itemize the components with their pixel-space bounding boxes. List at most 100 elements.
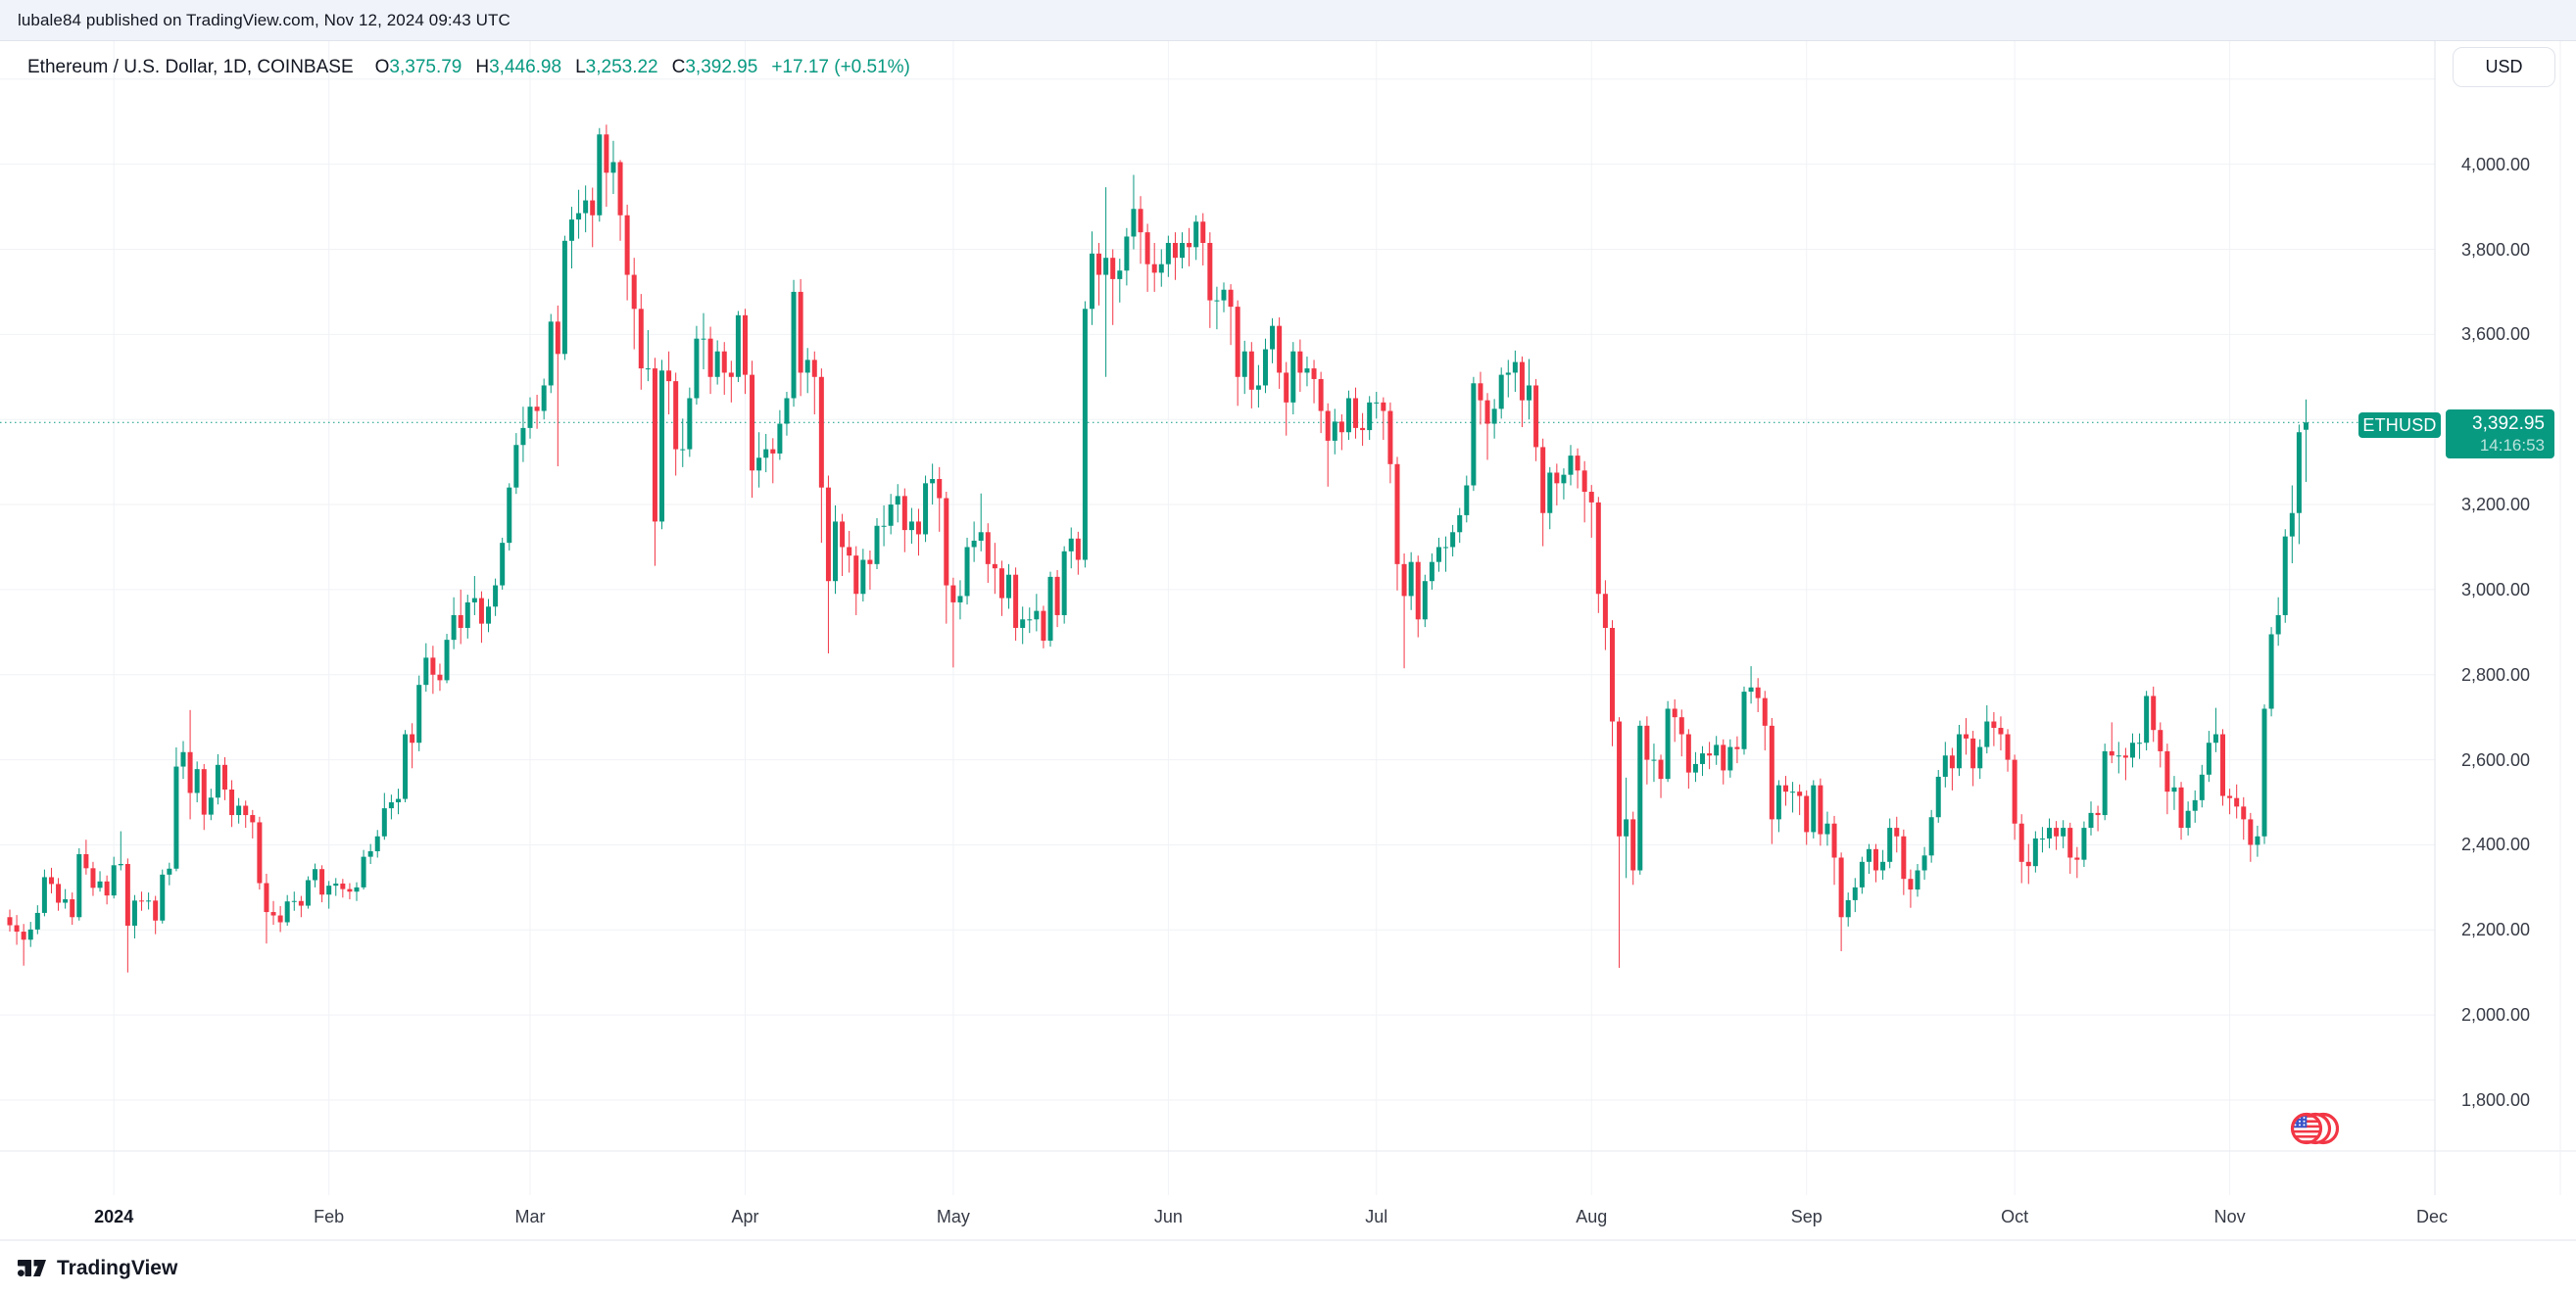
- candle: [624, 215, 630, 275]
- candle: [2164, 750, 2170, 792]
- candle: [2268, 634, 2274, 709]
- candle: [1991, 721, 1997, 729]
- candle: [1144, 232, 1150, 264]
- brand-name[interactable]: TradingView: [57, 1257, 178, 1279]
- candle: [2122, 755, 2128, 758]
- time-axis-label: Feb: [314, 1207, 345, 1226]
- candle: [1290, 351, 1296, 403]
- candle: [2005, 734, 2011, 760]
- candle: [2241, 806, 2247, 820]
- candle: [70, 899, 75, 918]
- candle: [2151, 696, 2157, 731]
- candle: [804, 360, 810, 373]
- candle: [1345, 398, 1351, 433]
- candle: [14, 925, 20, 933]
- time-axis-label: Jun: [1153, 1207, 1183, 1226]
- candle: [1651, 759, 1657, 761]
- time-axis-label: Oct: [2001, 1207, 2029, 1226]
- candle: [1949, 755, 1955, 769]
- time-axis-label: Jul: [1365, 1207, 1388, 1226]
- candle: [361, 856, 366, 888]
- candle: [1568, 456, 1574, 475]
- candle: [707, 338, 713, 377]
- candle: [520, 427, 526, 446]
- candle: [2158, 730, 2163, 751]
- candle: [1089, 253, 1094, 310]
- time-axis-label: Nov: [2213, 1207, 2246, 1226]
- candle: [388, 802, 394, 809]
- candle: [1180, 242, 1186, 259]
- candle: [701, 338, 706, 340]
- price-axis-label: 2,800.00: [2461, 664, 2531, 685]
- candle: [208, 797, 214, 815]
- currency-button[interactable]: USD: [2453, 47, 2555, 87]
- tradingview-logo[interactable]: [18, 1257, 47, 1280]
- candle: [604, 134, 609, 173]
- candle: [458, 614, 463, 628]
- candle: [305, 880, 311, 906]
- candle: [1630, 819, 1636, 871]
- grid-lines: [0, 41, 2436, 1195]
- candle: [2296, 432, 2302, 513]
- candle: [2185, 810, 2191, 829]
- candle: [1138, 209, 1143, 233]
- candle: [1284, 372, 1289, 403]
- ohlc-low: L3,253.22: [575, 57, 658, 77]
- candle: [41, 877, 47, 913]
- candle: [1921, 855, 1927, 871]
- price-axis-label: 2,200.00: [2461, 920, 2531, 940]
- candle: [1797, 792, 1803, 796]
- candle: [1769, 725, 1774, 820]
- candle: [908, 521, 914, 531]
- candle: [1207, 242, 1213, 301]
- candle: [1547, 472, 1553, 513]
- time-axis-label: May: [936, 1207, 970, 1226]
- candle: [403, 734, 409, 799]
- price-axis-label: 3,800.00: [2461, 239, 2531, 260]
- candle: [139, 900, 145, 902]
- candle: [201, 769, 207, 815]
- candle: [2115, 755, 2121, 757]
- candle: [1200, 221, 1206, 243]
- candle: [1873, 848, 1879, 871]
- candle: [1748, 687, 1754, 693]
- candle: [423, 657, 429, 686]
- candle: [756, 457, 762, 471]
- candle: [548, 321, 554, 386]
- candle: [1248, 351, 1254, 390]
- candle: [507, 487, 512, 544]
- candle: [777, 423, 783, 454]
- candle: [1700, 753, 1706, 764]
- candle: [992, 563, 997, 569]
- candle: [1533, 385, 1539, 448]
- candle: [1277, 325, 1283, 373]
- candle: [541, 385, 547, 411]
- candle: [374, 836, 380, 851]
- candle: [1845, 899, 1851, 918]
- candle: [27, 929, 33, 940]
- candle: [194, 769, 200, 793]
- candle: [1665, 708, 1671, 780]
- symbol-title[interactable]: Ethereum / U.S. Dollar, 1D, COINBASE: [27, 57, 354, 77]
- candle: [555, 321, 560, 355]
- candle: [2234, 797, 2240, 807]
- candle: [610, 162, 616, 173]
- chart-legend[interactable]: Ethereum / U.S. Dollar, 1D, COINBASE O3,…: [27, 57, 910, 78]
- price-axis-label: 2,600.00: [2461, 749, 2531, 770]
- candle: [2032, 838, 2038, 867]
- candle: [1595, 502, 1601, 595]
- candle: [1561, 474, 1567, 484]
- candle: [1672, 708, 1677, 718]
- candle: [2248, 819, 2254, 845]
- candle: [326, 886, 332, 895]
- candle: [1811, 785, 1817, 833]
- candle: [478, 598, 484, 624]
- candle: [694, 338, 700, 399]
- candle: [2192, 799, 2198, 811]
- candle: [347, 888, 353, 892]
- us-flag-events-icon[interactable]: [2290, 1112, 2340, 1145]
- candle: [513, 445, 519, 488]
- candle: [1187, 242, 1192, 248]
- candle: [2303, 422, 2309, 430]
